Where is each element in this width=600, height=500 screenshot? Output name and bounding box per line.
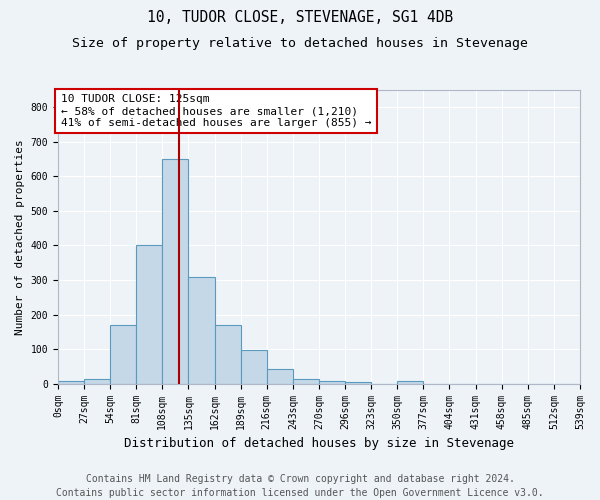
Bar [215,325,241,384]
Bar [58,381,84,384]
Bar [241,350,267,384]
Text: 10 TUDOR CLOSE: 125sqm
← 58% of detached houses are smaller (1,210)
41% of semi-: 10 TUDOR CLOSE: 125sqm ← 58% of detached… [61,94,371,128]
Bar [293,378,319,384]
Bar [319,381,345,384]
Bar [136,246,163,384]
Bar [163,159,188,384]
Bar [110,325,136,384]
Bar [397,381,424,384]
X-axis label: Distribution of detached houses by size in Stevenage: Distribution of detached houses by size … [124,437,514,450]
Bar [188,278,215,384]
Y-axis label: Number of detached properties: Number of detached properties [15,139,25,334]
Text: 10, TUDOR CLOSE, STEVENAGE, SG1 4DB: 10, TUDOR CLOSE, STEVENAGE, SG1 4DB [147,10,453,25]
Bar [345,382,371,384]
Text: Size of property relative to detached houses in Stevenage: Size of property relative to detached ho… [72,38,528,51]
Text: Contains HM Land Registry data © Crown copyright and database right 2024.
Contai: Contains HM Land Registry data © Crown c… [56,474,544,498]
Bar [84,379,110,384]
Bar [267,369,293,384]
